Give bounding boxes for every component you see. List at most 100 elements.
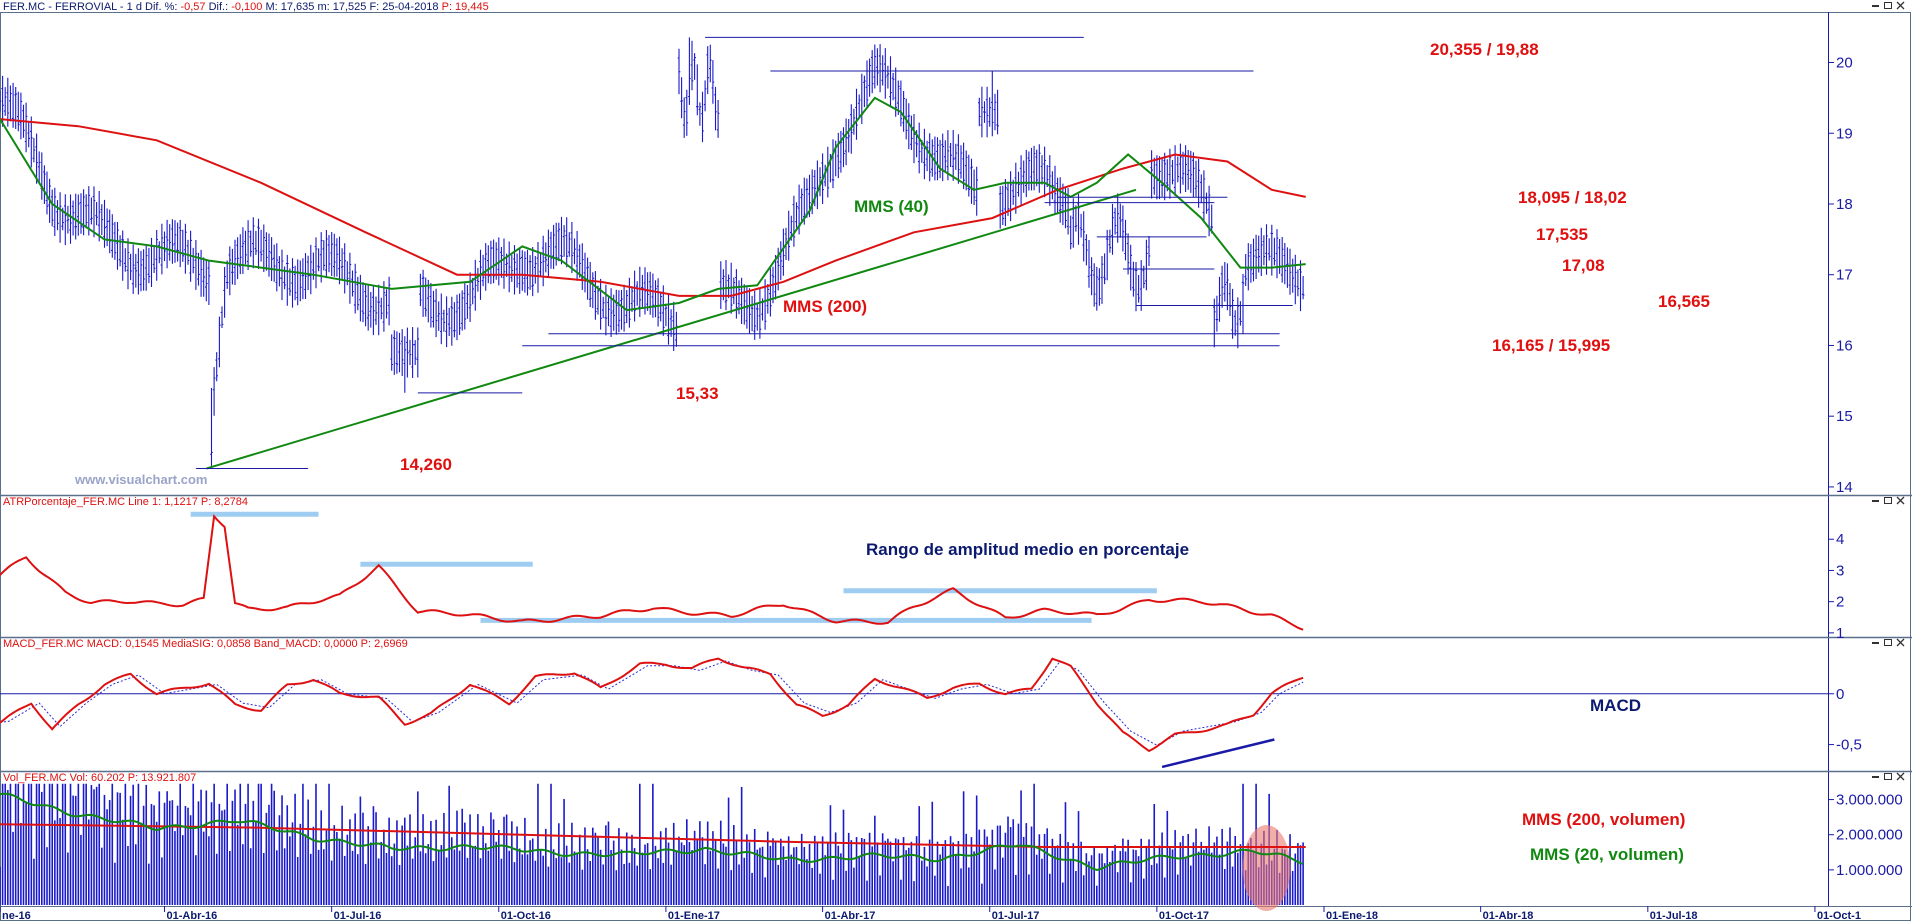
- volume-window-controls[interactable]: [1872, 772, 1905, 781]
- price-bar: [1027, 151, 1031, 191]
- price-bar: [327, 235, 331, 273]
- price-bar: [557, 222, 561, 262]
- price-bar: [1092, 263, 1096, 307]
- price-bar: [1011, 179, 1015, 205]
- price-bar: [474, 259, 477, 311]
- level-label: 17,08: [1562, 256, 1605, 275]
- price-bar: [583, 252, 587, 293]
- price-bar: [685, 89, 689, 136]
- level-label: 14,260: [400, 455, 452, 474]
- price-bar: [863, 75, 866, 108]
- price-bar: [1260, 227, 1263, 276]
- price-bar: [43, 165, 46, 204]
- price-bar: [1262, 235, 1266, 266]
- price-bar: [766, 284, 770, 314]
- price-bar: [408, 339, 412, 366]
- price-bar: [173, 220, 177, 263]
- price-bar: [77, 194, 80, 236]
- price-bar: [74, 193, 77, 240]
- price-bar: [82, 189, 85, 236]
- price-bar: [458, 293, 461, 335]
- price-bar: [975, 166, 978, 216]
- header-field: -0,57: [180, 1, 205, 13]
- watermark-text: www.visualchart.com: [74, 472, 207, 487]
- price-bar: [591, 272, 595, 309]
- price-bar: [416, 327, 420, 378]
- price-bar: [690, 40, 694, 91]
- price-bar: [168, 224, 171, 261]
- price-bar: [241, 227, 245, 274]
- price-window-controls[interactable]: [1872, 1, 1905, 10]
- price-bar: [1124, 219, 1127, 261]
- price-bar: [1147, 236, 1151, 266]
- price-bar: [1111, 203, 1114, 255]
- price-bar: [1085, 234, 1088, 266]
- price-bar: [124, 248, 127, 272]
- price-bar: [651, 273, 655, 318]
- price-bar: [19, 92, 23, 140]
- price-bar: [3, 87, 7, 116]
- atr-window-controls[interactable]: [1872, 496, 1905, 505]
- price-bar: [959, 145, 963, 179]
- price-bar: [259, 229, 263, 262]
- price-bar: [1205, 192, 1208, 214]
- price-bar: [1134, 262, 1138, 312]
- header-field: m: 17,525: [314, 1, 366, 13]
- price-bar: [912, 114, 916, 164]
- price-bar: [688, 37, 691, 105]
- price-bar: [1291, 258, 1294, 293]
- price-bar: [382, 281, 386, 332]
- price-y-tick-label: 18: [1836, 196, 1853, 213]
- close-icon: [1896, 638, 1905, 647]
- price-bar: [1252, 238, 1255, 282]
- price-bar: [1257, 235, 1260, 273]
- price-bar: [620, 290, 623, 330]
- price-bar: [957, 134, 960, 184]
- price-bar: [126, 238, 130, 290]
- price-bar: [0, 90, 2, 112]
- price-bar: [573, 238, 576, 265]
- price-bar: [1105, 229, 1109, 281]
- price-bar: [897, 80, 900, 115]
- maximize-icon: [1884, 773, 1892, 780]
- price-bar: [983, 101, 986, 123]
- maximize-icon: [1884, 497, 1892, 504]
- price-header-text: FER.MC - FERROVIAL - 1 d Dif. %: -0,57 D…: [3, 1, 489, 13]
- price-bar: [1220, 265, 1224, 308]
- price-bar: [758, 288, 762, 339]
- price-bar: [288, 268, 292, 296]
- price-bar: [14, 87, 17, 129]
- price-bar: [1139, 260, 1143, 311]
- price-bar: [291, 258, 294, 308]
- close-icon: [1896, 496, 1905, 505]
- price-bar: [844, 118, 848, 166]
- price-bar: [988, 97, 991, 127]
- x-tick-label: 01-Oct-17: [1159, 910, 1209, 922]
- price-bar: [732, 277, 736, 305]
- price-bar: [1001, 185, 1005, 225]
- price-bar: [1025, 149, 1028, 198]
- macd-window-controls[interactable]: [1872, 638, 1905, 647]
- price-bars: [0, 37, 1305, 469]
- price-bar: [270, 237, 273, 281]
- volume-mms20-label: MMS (20, volumen): [1530, 845, 1684, 864]
- price-bar: [549, 231, 553, 269]
- price-bar: [837, 132, 840, 179]
- price-y-tick-label: 19: [1836, 125, 1853, 142]
- price-bar: [142, 249, 145, 291]
- price-bar: [184, 223, 187, 274]
- atr-y-tick-label: 4: [1836, 531, 1844, 548]
- price-bar: [194, 240, 198, 290]
- price-bar: [709, 44, 712, 83]
- price-bar: [951, 130, 955, 181]
- price-bar: [424, 277, 427, 317]
- price-bar: [1249, 244, 1253, 283]
- price-bar: [870, 50, 874, 94]
- price-bar: [970, 158, 973, 204]
- price-bar: [881, 55, 884, 86]
- price-bar: [745, 287, 749, 329]
- price-y-tick-label: 17: [1836, 267, 1853, 284]
- x-tick-label: 01-Jul-16: [334, 910, 382, 922]
- macd-panel-header: MACD_FER.MC MACD: 0,1545 MediaSIG: 0,085…: [3, 638, 408, 650]
- price-bar: [1280, 237, 1284, 283]
